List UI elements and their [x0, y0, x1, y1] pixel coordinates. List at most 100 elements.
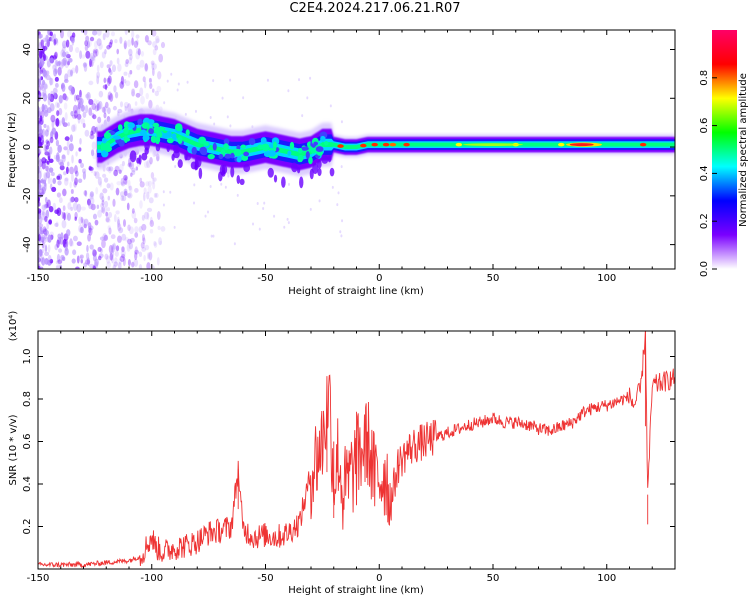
spectrogram-noise-cell	[39, 266, 44, 269]
spectrogram-noise-cell	[128, 157, 132, 167]
spectrogram-noise-cell	[43, 45, 48, 51]
spectrogram-noise-cell	[96, 30, 102, 36]
colorbar-tick-label: 0.0	[699, 261, 710, 277]
spectrogram-noise-cell	[86, 40, 92, 48]
spectrogram-noise-cell	[123, 190, 128, 196]
colorbar-tick-label: 0.2	[699, 213, 710, 229]
spectrogram-noise-cell	[131, 30, 135, 39]
spectrogram-noise-cell	[149, 157, 153, 165]
spectrogram-noise-cell	[306, 96, 309, 100]
spectrogram-noise-cell	[111, 244, 115, 254]
spectrogram-noise-cell	[127, 179, 131, 189]
spectrogram-noise-cell	[43, 109, 49, 117]
spectrogram-noise-cell	[121, 195, 127, 202]
spectrogram-ridge-blob	[312, 163, 319, 175]
spectrogram-noise-cell	[251, 125, 254, 129]
spectrogram-noise-cell	[107, 75, 112, 84]
spectrogram-noise-cell	[340, 120, 343, 124]
spectrogram-noise-cell	[62, 205, 66, 212]
spectrogram-noise-cell	[92, 50, 97, 58]
spectrogram-noise-cell	[79, 89, 82, 98]
spectrogram-noise-cell	[116, 181, 122, 186]
spectrogram-noise-cell	[148, 251, 153, 261]
spectrogram-noise-cell	[39, 188, 45, 196]
spectrogram-noise-cell	[166, 79, 169, 83]
spectrogram-ridge-blob	[309, 168, 314, 180]
spectrogram-noise-cell	[156, 85, 162, 93]
spectrogram-noise-cell	[104, 48, 107, 55]
spectrogram-noise-cell	[61, 84, 66, 92]
spectrogram-noise-cell	[44, 172, 48, 182]
spectrogram-noise-cell	[38, 147, 41, 154]
spectrogram-noise-cell	[152, 177, 157, 182]
spectrogram-noise-cell	[118, 258, 123, 265]
spectrogram-noise-cell	[144, 63, 149, 73]
spectrogram-noise-cell	[340, 234, 343, 238]
spectrogram-noise-cell	[44, 216, 48, 223]
spectrogram-noise-cell	[38, 141, 41, 149]
spectrogram-noise-cell	[45, 209, 50, 219]
spectrogram-noise-cell	[124, 61, 129, 68]
spectrogram-noise-cell	[54, 68, 58, 75]
spectrogram-noise-cell	[96, 71, 101, 79]
y-tick-label: -20	[22, 188, 33, 204]
spectrogram-noise-cell	[141, 246, 147, 252]
spectrogram-noise-cell	[229, 78, 232, 82]
spectrogram-noise-cell	[151, 88, 155, 93]
spectrogram-hotspot	[569, 143, 594, 147]
spectrogram-noise-cell	[104, 253, 109, 260]
spectrogram-noise-cell	[46, 220, 49, 230]
spectrogram-noise-cell	[99, 181, 103, 188]
spectrogram-noise-cell	[220, 182, 223, 186]
spectrogram-noise-cell	[52, 177, 57, 185]
spectrogram-noise-cell	[39, 226, 43, 232]
spectrogram-noise-cell	[42, 226, 47, 232]
spectrogram-ridge-blob	[236, 144, 241, 150]
spectrogram-noise-cell	[43, 53, 46, 62]
spectrogram-noise-cell	[47, 234, 52, 243]
spectrogram-ridge-blob	[156, 130, 163, 138]
spectrogram-noise-cell	[114, 91, 119, 99]
spectrogram-noise-cell	[38, 106, 41, 115]
spectrogram-noise-cell	[283, 225, 286, 229]
snr-x-axis-label: Height of straight line (km)	[288, 585, 424, 596]
spectrogram-noise-cell	[38, 230, 41, 239]
spectrogram-noise-cell	[337, 191, 340, 195]
spectrogram-noise-cell	[74, 177, 78, 186]
spectrogram-ridge-blob	[233, 148, 242, 157]
spectrogram-noise-cell	[51, 127, 57, 135]
spectrogram-ridge-blob	[142, 133, 149, 142]
spectrogram-noise-cell	[140, 50, 145, 57]
spectrogram-noise-cell	[133, 258, 139, 267]
y-tick-label: 0.6	[22, 434, 33, 450]
spectrogram-noise-cell	[75, 151, 78, 157]
spectrogram-ridge-blob	[236, 156, 242, 163]
spectrogram-noise-cell	[106, 183, 111, 189]
spectrogram-noise-cell	[107, 95, 111, 100]
spectrogram-noise-cell	[155, 38, 160, 43]
spectrogram-noise-cell	[138, 264, 143, 269]
spectrogram-noise-cell	[104, 83, 108, 91]
spectrogram-noise-cell	[49, 77, 53, 86]
spectrogram-noise-cell	[137, 48, 141, 56]
spectrogram-noise-cell	[38, 223, 44, 228]
spectrogram-noise-cell	[111, 64, 117, 73]
spectrogram-noise-cell	[77, 116, 81, 124]
spectrogram-ridge-blob	[175, 123, 183, 131]
spectrogram-ridge-blob	[123, 135, 128, 143]
spectrogram-noise-cell	[95, 99, 100, 109]
spectrogram-ridge-blob	[127, 122, 135, 129]
spectrogram-noise-cell	[142, 76, 146, 83]
spectrogram-noise-cell	[131, 208, 135, 214]
spectrogram-noise-cell	[138, 251, 143, 258]
spectrogram-ridge-blob	[224, 153, 232, 159]
spectrogram-noise-cell	[106, 77, 111, 87]
spectrogram-ridge-blob	[260, 137, 267, 144]
spectrogram-noise-cell	[61, 219, 67, 229]
spectrogram-ridge-blob	[320, 135, 326, 142]
spectrogram-noise-cell	[159, 240, 162, 245]
spectrogram-noise-cell	[84, 190, 88, 197]
spectrogram-noise-cell	[58, 94, 64, 104]
spectrogram-noise-cell	[94, 219, 99, 226]
spectrogram-noise-cell	[92, 264, 96, 269]
